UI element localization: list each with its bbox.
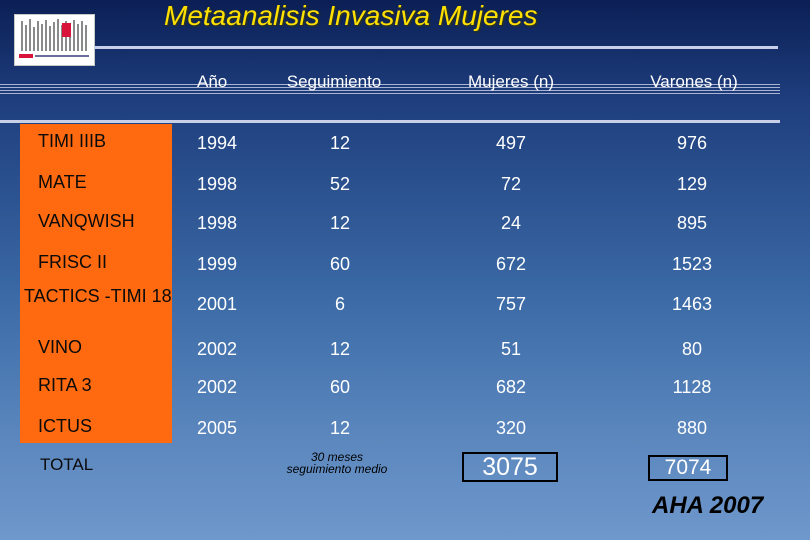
study-name: RITA 3 xyxy=(38,375,92,395)
cell-men: 880 xyxy=(676,418,708,438)
study-name: VANQWISH xyxy=(38,211,135,231)
striped-bars-logo-icon xyxy=(19,19,89,58)
cell-year: 2001 xyxy=(197,294,238,314)
cell-men: 80 xyxy=(681,339,703,359)
cell-women: 682 xyxy=(495,377,527,397)
cell-year: 1998 xyxy=(197,213,238,233)
study-name: FRISC II xyxy=(38,252,108,272)
cell-men: 895 xyxy=(676,213,708,233)
cell-followup: 12 xyxy=(329,133,351,153)
followup-note: 30 meses seguimiento medio xyxy=(287,451,388,475)
cell-women: 672 xyxy=(495,254,527,274)
column-header-year: Año xyxy=(197,72,228,91)
cell-men: 1128 xyxy=(672,377,712,397)
cell-women: 72 xyxy=(500,174,522,194)
cell-men: 1523 xyxy=(671,254,713,274)
study-name: TACTICS -TIMI 18 xyxy=(24,286,172,306)
study-name: ICTUS xyxy=(38,416,92,436)
followup-note-line2: seguimiento medio xyxy=(286,462,388,476)
cell-year: 2002 xyxy=(197,339,238,359)
cell-men: 1463 xyxy=(671,294,713,314)
cell-women: 24 xyxy=(500,213,522,233)
source-citation: AHA 2007 xyxy=(652,492,764,519)
study-column-background xyxy=(20,124,172,443)
followup-note-line1: 30 meses xyxy=(310,450,364,464)
cell-followup: 12 xyxy=(329,339,351,359)
cell-year: 1998 xyxy=(197,174,238,194)
total-women: 3075 xyxy=(462,452,558,482)
column-header-women: Mujeres (n) xyxy=(468,72,554,91)
header-divider xyxy=(0,120,780,123)
logo xyxy=(14,14,95,66)
study-name: TIMI IIIB xyxy=(38,131,107,151)
column-header-men: Varones (n) xyxy=(650,72,738,91)
total-men: 7074 xyxy=(648,455,728,481)
cell-followup: 60 xyxy=(329,254,351,274)
cell-followup: 60 xyxy=(329,377,351,397)
cell-men: 976 xyxy=(676,133,708,153)
cell-women: 51 xyxy=(500,339,522,359)
cell-women: 497 xyxy=(495,133,527,153)
cell-women: 320 xyxy=(495,418,527,438)
cell-men: 129 xyxy=(676,174,708,194)
total-label: TOTAL xyxy=(40,455,94,474)
cell-followup: 52 xyxy=(329,174,351,194)
cell-year: 1994 xyxy=(197,133,238,153)
study-name: MATE xyxy=(38,172,87,192)
cell-followup: 6 xyxy=(334,294,346,314)
cell-followup: 12 xyxy=(329,213,351,233)
header-divider-lines xyxy=(0,84,780,96)
cell-year: 1999 xyxy=(197,254,238,274)
cell-followup: 12 xyxy=(329,418,351,438)
slide-title: Metaanalisis Invasiva Mujeres xyxy=(164,0,538,31)
column-header-followup: Seguimiento xyxy=(286,72,382,91)
title-divider xyxy=(94,46,778,49)
cell-year: 2002 xyxy=(197,377,238,397)
cell-year: 2005 xyxy=(197,418,238,438)
cell-women: 757 xyxy=(495,294,527,314)
study-name: VINO xyxy=(38,337,83,357)
